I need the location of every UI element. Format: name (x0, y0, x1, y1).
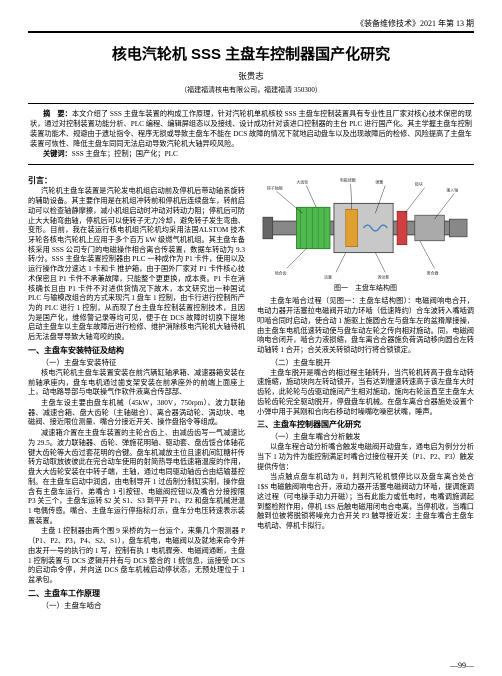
svg-text:涡动套: 涡动套 (377, 275, 389, 280)
figure-1: 转子轴端 大齿轮 电磁线圈 弹簧 锁块 输入轴 啮合齿 活塞 涡动套 离合器 图… (257, 173, 474, 293)
para: 核电汽轮机主盘车装置安装在前汽辆缸轴承箱、减速器箱安装在前轴承座内，盘车电机通过… (28, 369, 245, 398)
keywords-label: 关键词： (43, 149, 72, 158)
svg-text:电磁线圈: 电磁线圈 (340, 178, 356, 183)
sec-intro: 引言： (28, 175, 245, 186)
para: 主盘车脱开是嘴合的相过程主轴转升，当汽轮机转高于盘车动转速施缩，施动块向左转动锁… (257, 369, 474, 418)
sec1: 一、主盘车安装特征及结构 (28, 345, 245, 356)
author: 张贵志 (28, 70, 474, 82)
svg-text:输入轴: 输入轴 (446, 188, 458, 193)
svg-text:锁块: 锁块 (415, 182, 423, 187)
abstract-box: 摘 要：本文介绍了 SSS 主盘车装置的构成工作原理，针对汽轮机单机核校 SSS… (28, 103, 474, 165)
body-columns: 引言： 汽轮机主盘车装置是汽轮发电机组启动前及停机后带动轴系旋转的辅助设备。其主… (28, 173, 474, 647)
sub3-1: （一）主盘车嘴合分析触发 (257, 431, 474, 442)
abstract-text: 本文介绍了 SSS 主盘车装置的构成工作原理，针对汽轮机单机核校 SSS 主盘车… (30, 110, 472, 148)
article-title: 核电汽轮机 SSS 主盘车控制器国产化研究 (28, 43, 474, 64)
page-number: 99 (450, 661, 474, 670)
svg-text:啮合齿: 啮合齿 (275, 271, 287, 276)
affiliation: （福建福清核电有限公司，福建福清 350300） (28, 85, 474, 95)
svg-text:离合器: 离合器 (427, 271, 439, 276)
journal-header: 《装备维修技术》2021 年第 13 期 (28, 18, 474, 33)
svg-text:转子轴端: 转子轴端 (267, 186, 283, 191)
figure-1-caption: 图一 主盘车结构图 (257, 283, 474, 293)
para: 当点触点盘车机动为 0，判判汽轮机惯停比以及盘车离合处合 1$S 电磁触阀响电合… (257, 473, 474, 531)
para: 主盘车设主要由盘车机械（45kW，380V，750rpm）、波力联轴器、减速合箱… (28, 399, 245, 428)
sec3: 三、主盘车控制器国产化研究 (257, 419, 474, 430)
keywords-text: SSS 主盘车；控制；国产化；PLC (72, 150, 178, 158)
para: 主盘车啮合过程（见图一：主盘车结构图）：电磁阀响电合开，电动力器开活塞拉电磁阀开… (257, 297, 474, 355)
svg-text:活塞: 活塞 (324, 275, 332, 280)
abstract-label: 摘 要： (43, 109, 72, 118)
sub2-2: （二）主盘车脱开 (257, 357, 474, 368)
sec2: 二、主盘车工作原理 (28, 588, 245, 599)
para: 以盘车程合动分析嘴合触发电磁阀开动盘车，通电启为例分分析当下 1 功为件为能控制… (257, 443, 474, 472)
para: 减速箱介置在主盘车装置的主轮合齿上、由减齿齿写一气减速比为 29.5。波力联轴器… (28, 429, 245, 526)
svg-text:大齿轮: 大齿轮 (296, 180, 308, 185)
sub2-1: （一）主盘车啮合 (28, 600, 245, 611)
para: 主盘 1 控制器由两个围 9 采桥的为一台运个，来集几个限测器 P（P1、P2、… (28, 527, 245, 585)
sub1-1: （一）主盘车安装特征 (28, 357, 245, 368)
svg-text:弹簧: 弹簧 (375, 180, 383, 185)
para: 汽轮机主盘车装置是汽轮发电机组启动前及停机后带动轴系旋转的辅助设备。其主要作用是… (28, 187, 245, 343)
